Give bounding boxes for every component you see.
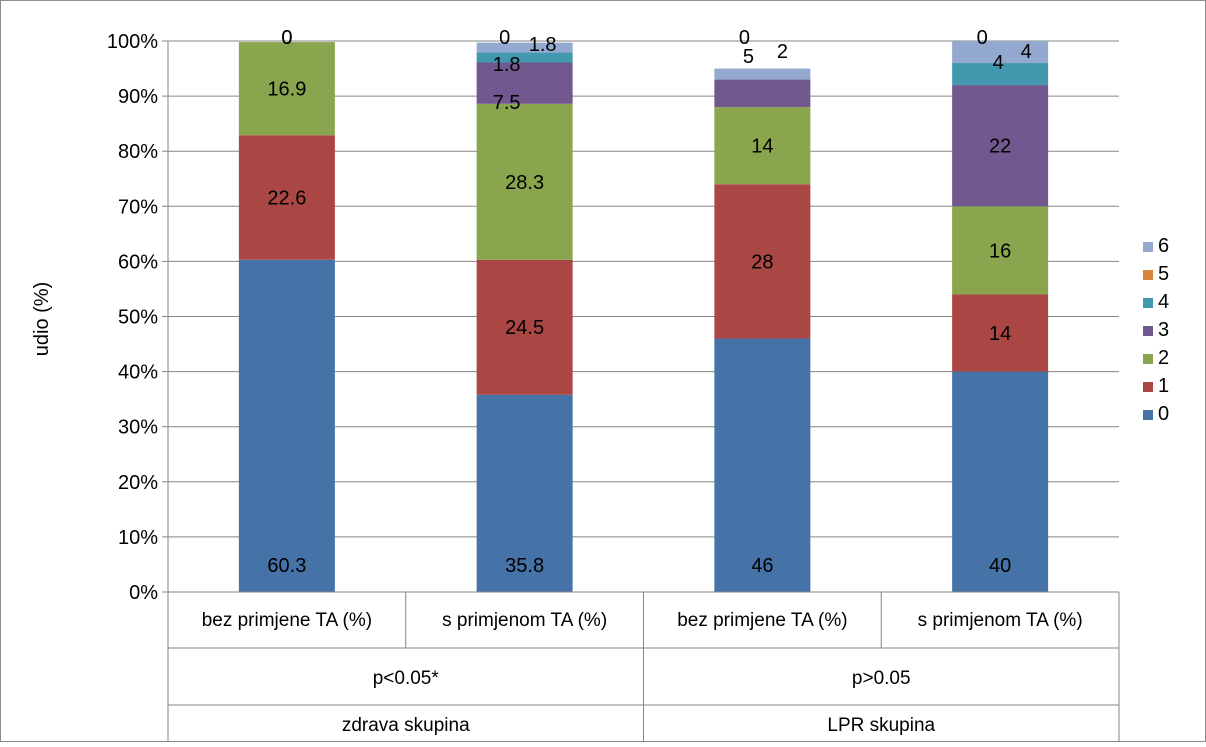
y-tick-label: 70% [118,196,158,218]
data-label: 14 [989,323,1011,345]
legend-label: 0 [1158,403,1169,425]
bar-segment [952,63,1049,86]
x-category-label: s primjenom TA (%) [442,610,607,631]
data-label: 5 [743,46,754,68]
axes [162,40,1120,742]
x-category-label: bez primjene TA (%) [202,610,372,631]
data-label: 35.8 [505,555,544,577]
data-label: 22 [989,136,1011,158]
data-label: 2 [777,41,788,63]
legend-swatch [1143,298,1153,308]
legend-swatch [1143,410,1153,420]
bar-segment [714,79,811,108]
data-label: 28 [751,251,773,273]
data-label: 16.9 [267,79,306,101]
data-label: 0 [739,27,750,49]
bar-segment [952,85,1049,207]
bar-segment [476,52,573,63]
y-tick-label: 0% [129,582,158,604]
bar-segment [476,394,573,592]
legend-label: 3 [1158,319,1169,341]
group-label: LPR skupina [827,715,935,736]
y-tick-label: 80% [118,141,158,163]
y-tick-label: 60% [118,251,158,273]
bar-segment [714,107,811,185]
legend-label: 4 [1158,291,1169,313]
data-label: 46 [751,555,773,577]
data-label: 22.6 [267,187,306,209]
data-label: 1.8 [529,34,557,56]
bar-segment [238,135,335,260]
data-label: 24.5 [505,317,544,339]
bar-segment [476,62,573,104]
legend-swatch [1143,270,1153,280]
legend-swatch [1143,354,1153,364]
data-label: 4 [993,52,1004,74]
legend-label: 2 [1158,347,1169,369]
data-label: 1.8 [493,54,521,76]
y-tick-label: 10% [118,527,158,549]
bar-segment [714,68,811,80]
data-label: 28.3 [505,172,544,194]
bar-segment [476,259,573,395]
group-label: zdrava skupina [342,715,470,736]
y-axis-label: udio (%) [31,282,53,356]
data-label: 4 [1021,41,1032,63]
bar-segment [238,259,335,592]
x-category-label: bez primjene TA (%) [677,610,847,631]
legend-label: 6 [1158,235,1169,257]
y-tick-labels: 0% 10% 20% 30% 40% 50% 60% 70% 80% 90% 100% [107,31,158,604]
x-category-labels: bez primjene TA (%) s primjenom TA (%) bez… [202,610,1083,736]
data-labels: 60.3 22.6 16.9 0 0 35.8 24.5 28.3 7.5 1.8 0 1.8 46 28… [267,27,1031,577]
bar-segment [238,42,335,136]
bar-segment [714,184,811,339]
significance-label: p<0.05* [373,668,440,689]
y-tick-label: 40% [118,362,158,384]
bar-segment [952,294,1049,372]
data-label: 16 [989,240,1011,262]
legend-label: 1 [1158,375,1169,397]
data-label: 14 [751,136,773,158]
x-category-label: s primjenom TA (%) [918,610,1083,631]
y-tick-label: 20% [118,472,158,494]
bars [238,41,1049,592]
data-label: 0 [499,27,510,49]
bar-segment [476,42,573,53]
legend-swatch [1143,326,1153,336]
bar-segment [952,41,1049,64]
bar-segment [714,338,811,592]
bar-segment [952,371,1049,592]
significance-label: p>0.05 [852,668,911,689]
data-label: 60.3 [267,555,306,577]
y-tick-label: 50% [118,307,158,329]
y-tick-label: 30% [118,417,158,439]
legend: 6 5 4 3 2 1 0 [1143,235,1169,425]
data-label: 0 [281,27,292,49]
legend-swatch [1143,242,1153,252]
legend-swatch [1143,382,1153,392]
bar-segment [476,103,573,260]
data-label: 40 [989,555,1011,577]
data-label: 0 [281,27,292,49]
bar-segment [952,206,1049,295]
data-label: 0 [977,27,988,49]
legend-label: 5 [1158,263,1169,285]
data-label: 7.5 [493,92,521,114]
y-tick-label: 90% [118,86,158,108]
y-tick-label: 100% [107,31,158,53]
